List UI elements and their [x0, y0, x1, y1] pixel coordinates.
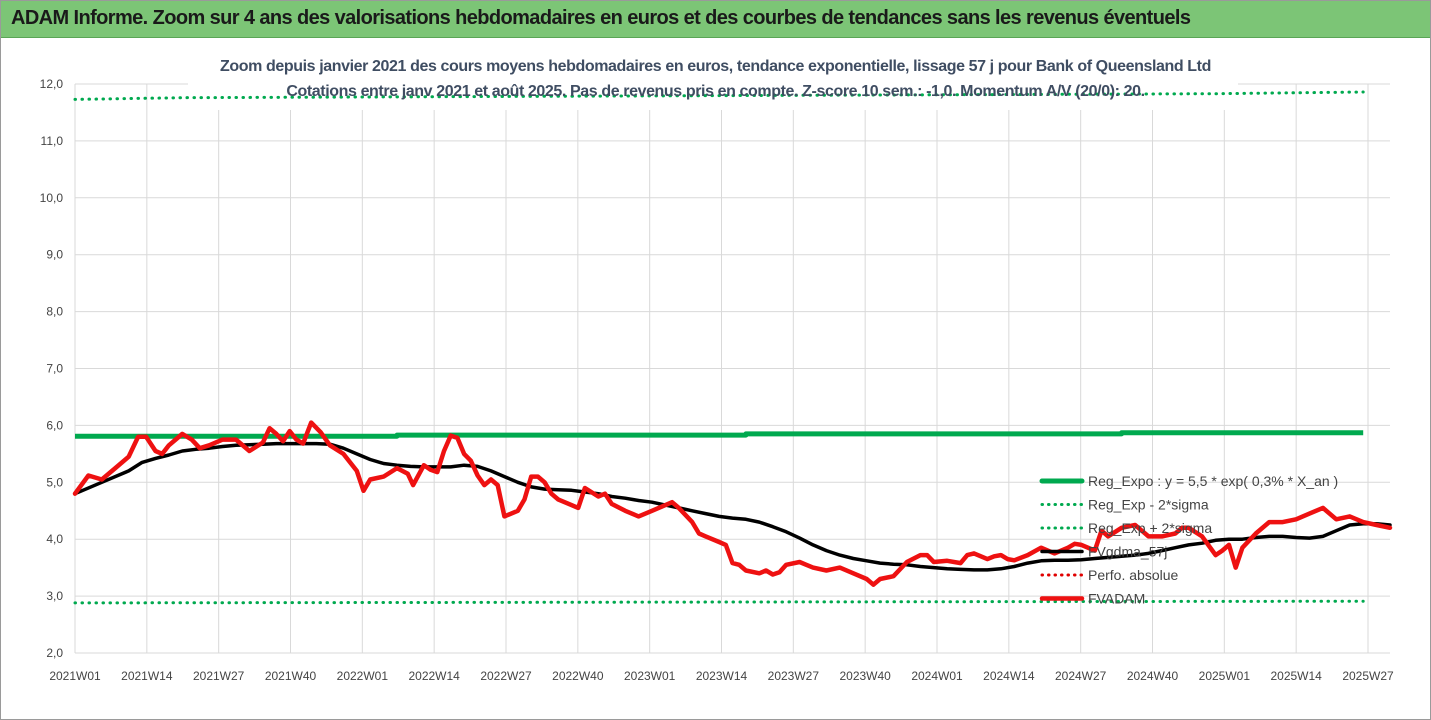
series-line — [75, 430, 1364, 439]
chart-title: Zoom depuis janvier 2021 des cours moyen… — [220, 58, 1211, 75]
x-tick-label: 2022W01 — [337, 669, 389, 683]
x-tick-label: 2023W27 — [768, 669, 820, 683]
x-tick-label: 2024W14 — [983, 669, 1035, 683]
title-background — [188, 52, 1238, 110]
legend-label: Reg_Expo : y = 5,5 * exp( 0,3% * X_an ) — [1088, 473, 1338, 489]
x-tick-label: 2024W27 — [1055, 669, 1107, 683]
x-tick-label: 2023W14 — [696, 669, 748, 683]
x-tick-label: 2025W14 — [1270, 669, 1322, 683]
legend-label: Reg_Exp - 2*sigma — [1088, 497, 1209, 513]
x-tick-label: 2025W01 — [1199, 669, 1251, 683]
y-tick-label: 6,0 — [46, 418, 63, 432]
legend-label: Reg_Exp + 2*sigma — [1088, 520, 1212, 536]
report-banner: ADAM Informe. Zoom sur 4 ans des valoris… — [1, 1, 1430, 38]
x-tick-label: 2021W14 — [121, 669, 173, 683]
y-tick-label: 5,0 — [46, 475, 63, 489]
y-tick-label: 7,0 — [46, 362, 63, 376]
x-tick-label: 2021W01 — [49, 669, 101, 683]
y-tick-label: 11,0 — [41, 134, 64, 148]
y-tick-label: 9,0 — [46, 248, 63, 262]
y-tick-label: 2,0 — [46, 646, 63, 660]
x-tick-label: 2024W40 — [1127, 669, 1179, 683]
x-tick-label: 2021W40 — [265, 669, 317, 683]
series-line — [72, 420, 1393, 587]
x-tick-label: 2024W01 — [911, 669, 963, 683]
x-tick-label: 2021W27 — [193, 669, 245, 683]
y-tick-label: 8,0 — [46, 305, 63, 319]
x-tick-label: 2022W14 — [408, 669, 460, 683]
chart-subtitle: Cotations entre janv 2021 et août 2025. … — [286, 83, 1145, 100]
report-title: ADAM Informe. Zoom sur 4 ans des valoris… — [11, 7, 1191, 29]
y-tick-label: 4,0 — [46, 532, 63, 546]
y-tick-label: 10,0 — [40, 191, 64, 205]
legend-label: FVADAM — [1088, 591, 1145, 607]
legend-label: FVgdma_57j — [1088, 544, 1167, 560]
x-tick-label: 2022W40 — [552, 669, 604, 683]
x-tick-label: 2023W40 — [839, 669, 891, 683]
y-tick-label: 12,0 — [40, 77, 64, 91]
series-line — [73, 90, 1365, 101]
y-tick-label: 3,0 — [46, 589, 63, 603]
legend-label: Perfo. absolue — [1088, 567, 1178, 583]
x-tick-label: 2023W01 — [624, 669, 676, 683]
series-line — [73, 599, 1365, 605]
series-line — [73, 441, 1392, 572]
x-tick-label: 2025W27 — [1342, 669, 1394, 683]
x-tick-label: 2022W27 — [480, 669, 532, 683]
